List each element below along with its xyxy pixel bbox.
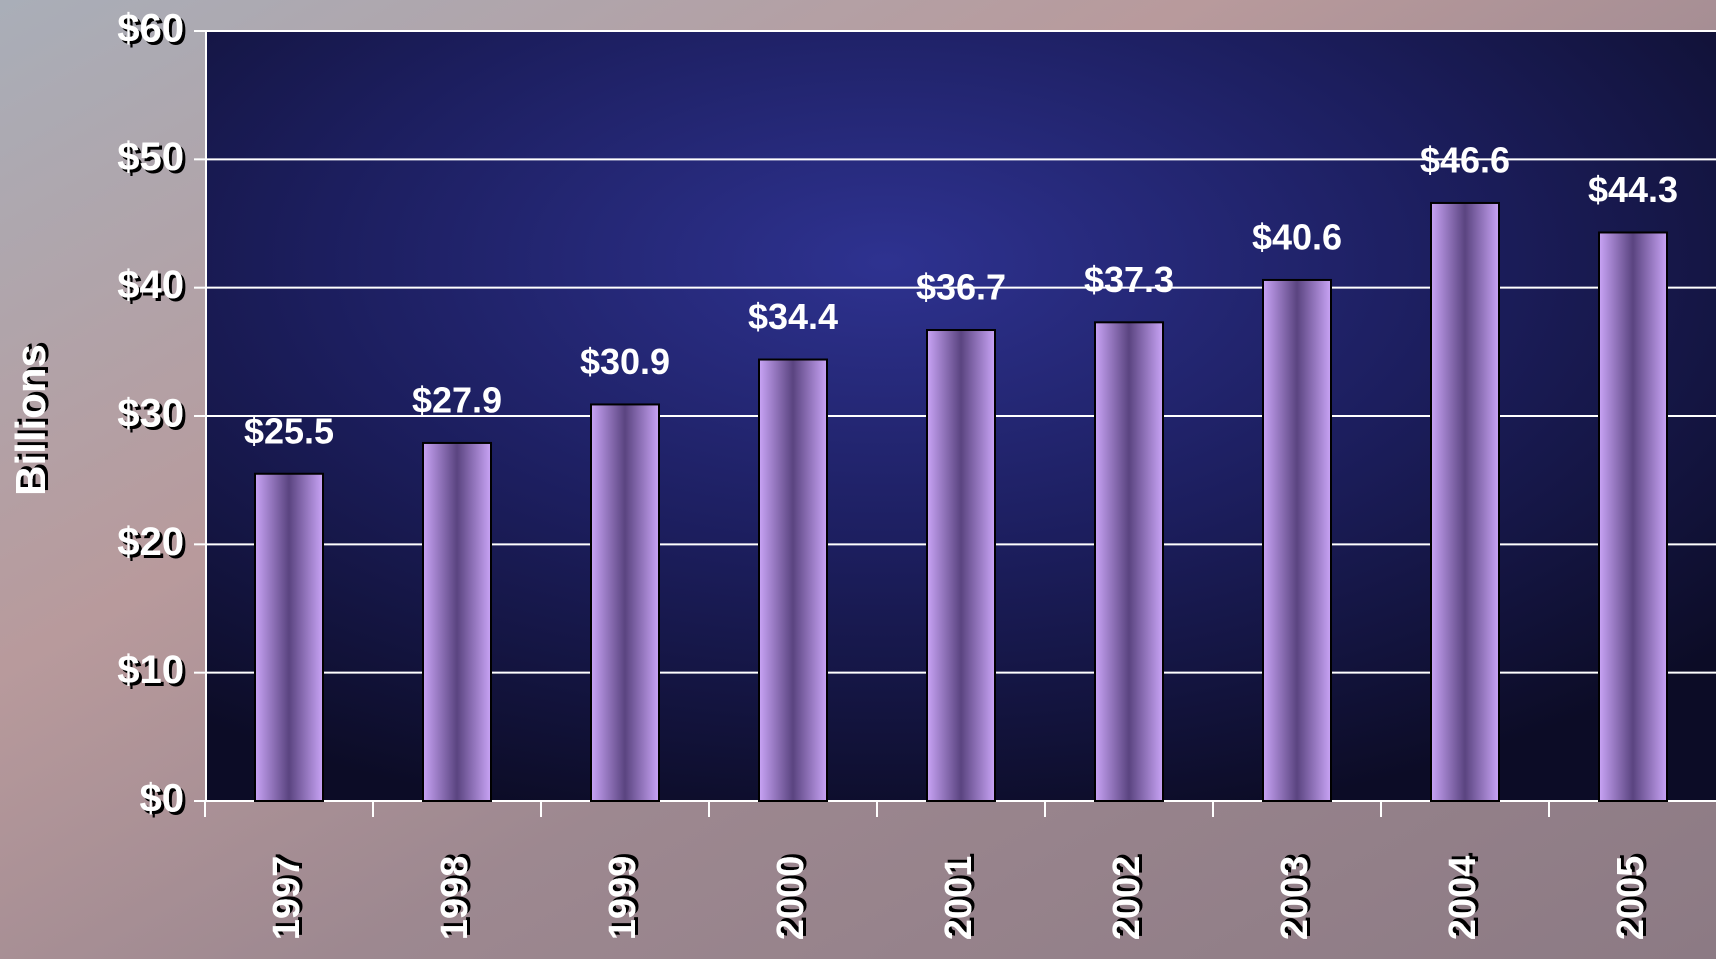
bar bbox=[423, 443, 491, 801]
y-axis-label: Billions bbox=[7, 344, 54, 496]
x-tick-label: 2003 bbox=[1274, 856, 1316, 941]
x-tick-label: 2005 bbox=[1610, 856, 1652, 941]
bar bbox=[1431, 203, 1499, 801]
y-tick-label: $10 bbox=[117, 648, 184, 692]
value-label: $27.9 bbox=[412, 379, 502, 420]
x-tick-label: 2002 bbox=[1106, 856, 1148, 941]
y-tick-label: $20 bbox=[117, 520, 184, 564]
bar bbox=[927, 330, 995, 801]
bar bbox=[1095, 322, 1163, 801]
bar bbox=[591, 404, 659, 801]
x-tick-label: 1998 bbox=[434, 856, 476, 941]
y-tick-label: $30 bbox=[117, 392, 184, 436]
value-label: $44.3 bbox=[1588, 169, 1678, 210]
x-tick-label: 2000 bbox=[770, 856, 812, 941]
x-tick-label: 1997 bbox=[266, 856, 308, 941]
y-tick-label: $60 bbox=[117, 7, 184, 51]
bar bbox=[759, 360, 827, 801]
bar bbox=[255, 474, 323, 801]
value-label: $46.6 bbox=[1420, 139, 1510, 180]
x-tick-label: 1999 bbox=[602, 856, 644, 941]
bar bbox=[1599, 232, 1667, 801]
value-label: $37.3 bbox=[1084, 259, 1174, 300]
bar bbox=[1263, 280, 1331, 801]
x-tick-label: 2004 bbox=[1442, 856, 1484, 941]
value-label: $40.6 bbox=[1252, 216, 1342, 257]
y-tick-label: $50 bbox=[117, 135, 184, 179]
value-label: $25.5 bbox=[244, 410, 334, 451]
value-label: $34.4 bbox=[748, 296, 838, 337]
x-tick-label: 2001 bbox=[938, 856, 980, 941]
value-label: $30.9 bbox=[580, 341, 670, 382]
page: Billions $0 $10 $20 $30 $40 $50 $60 1997 $25.5 19… bbox=[0, 0, 1716, 959]
value-label: $36.7 bbox=[916, 267, 1006, 308]
y-tick-label: $0 bbox=[140, 777, 185, 821]
y-tick-label: $40 bbox=[117, 263, 184, 307]
chart: Billions $0 $10 $20 $30 $40 $50 $60 1997 $25.5 19… bbox=[0, 0, 1716, 959]
